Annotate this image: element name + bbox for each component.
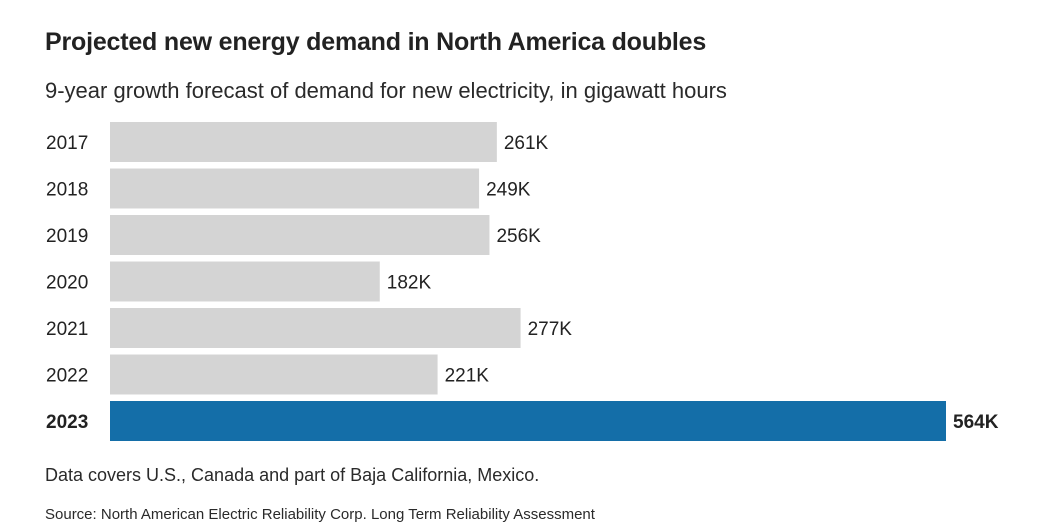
chart-subtitle: 9-year growth forecast of demand for new… xyxy=(45,78,727,103)
bar-2023 xyxy=(110,401,946,441)
category-label: 2022 xyxy=(46,366,88,387)
bar-2021 xyxy=(110,308,521,348)
value-label: 256K xyxy=(496,226,541,247)
value-label: 182K xyxy=(387,273,432,294)
value-label: 277K xyxy=(528,319,573,340)
value-label: 221K xyxy=(445,366,490,387)
bar-2019 xyxy=(110,215,490,255)
bar-2020 xyxy=(110,261,380,302)
category-label: 2019 xyxy=(46,226,88,247)
value-label: 564K xyxy=(953,412,999,433)
coverage-note: Data covers U.S., Canada and part of Baj… xyxy=(45,465,540,485)
bar-2018 xyxy=(110,168,480,209)
category-label: 2021 xyxy=(46,319,88,340)
value-label: 261K xyxy=(504,133,549,154)
chart-title: Projected new energy demand in North Ame… xyxy=(45,28,707,56)
value-label: 249K xyxy=(486,180,531,201)
category-label: 2018 xyxy=(46,180,88,201)
source-note: Source: North American Electric Reliabil… xyxy=(45,506,595,523)
category-label: 2023 xyxy=(46,412,88,433)
category-label: 2020 xyxy=(46,273,88,294)
category-label: 2017 xyxy=(46,133,88,154)
bar-2017 xyxy=(110,122,497,162)
bar-2022 xyxy=(110,354,438,395)
